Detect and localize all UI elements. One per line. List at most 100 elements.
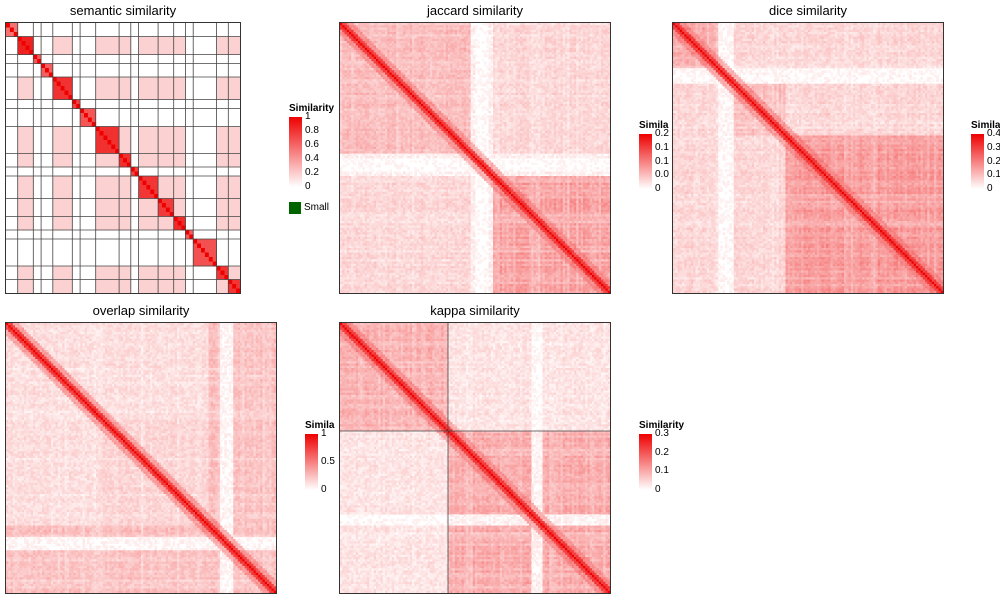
heatmap-cell	[504, 34, 507, 37]
heatmap-cell	[445, 52, 449, 55]
heatmap-cell	[95, 207, 100, 213]
heatmap-cell	[403, 88, 406, 91]
heatmap-cell	[571, 43, 575, 46]
heatmap-cell	[515, 79, 519, 82]
heatmap-cell	[565, 29, 568, 33]
heatmap-cell	[123, 279, 128, 285]
heatmap-cell	[497, 41, 501, 44]
heatmap-cell	[342, 72, 345, 76]
heatmap-cell	[508, 61, 512, 64]
heatmap-cell	[396, 25, 399, 28]
heatmap-cell	[409, 77, 413, 80]
heatmap-cell	[380, 36, 384, 40]
heatmap-cell	[373, 79, 377, 82]
heatmap-cell	[162, 90, 167, 96]
heatmap-cell	[526, 59, 530, 62]
heatmap-cell	[594, 83, 597, 87]
heatmap-cell	[504, 50, 507, 53]
heatmap-cell	[439, 52, 442, 55]
heatmap-cell	[355, 74, 359, 78]
heatmap-cell	[349, 36, 352, 40]
heatmap-cell	[385, 41, 388, 44]
heatmap-cell	[396, 88, 399, 91]
heatmap-cell	[502, 77, 505, 80]
heatmap-cell	[448, 29, 451, 33]
heatmap-cell	[443, 36, 447, 40]
heatmap-cell	[517, 27, 521, 31]
heatmap-cell	[119, 81, 124, 87]
heatmap-cell	[349, 52, 352, 55]
heatmap-cell	[344, 86, 348, 89]
heatmap-cell	[450, 50, 453, 53]
heatmap-cell	[409, 41, 413, 44]
heatmap-cell	[607, 63, 610, 67]
heatmap-cell	[463, 90, 467, 94]
heatmap-cell	[547, 23, 550, 26]
heatmap-cell	[385, 88, 388, 91]
heatmap-cell	[369, 72, 372, 76]
heatmap-cell	[558, 36, 561, 40]
heatmap-cell	[463, 83, 467, 87]
heatmap-cell	[558, 86, 561, 89]
heatmap-cell	[414, 74, 417, 78]
heatmap-cell	[107, 41, 112, 46]
heatmap-cell	[477, 68, 480, 71]
heatmap-cell	[562, 77, 566, 80]
heatmap-cell	[558, 79, 561, 82]
heatmap-cell	[445, 63, 449, 67]
heatmap-cell	[385, 36, 388, 40]
heatmap-cell	[488, 43, 492, 46]
heatmap-cell	[146, 77, 151, 82]
heatmap-cell	[544, 56, 548, 60]
heatmap-cell	[607, 83, 610, 87]
heatmap-cell	[454, 52, 458, 55]
heatmap-cell	[340, 54, 343, 58]
heatmap-cell	[430, 41, 433, 44]
heatmap-cell	[123, 221, 128, 226]
heatmap-cell	[382, 88, 386, 91]
heatmap-cell	[64, 198, 69, 204]
heatmap-cell	[583, 90, 586, 94]
heatmap-cell	[416, 34, 420, 37]
heatmap-cell	[576, 68, 579, 71]
heatmap-cell	[216, 158, 221, 163]
heatmap-cell	[580, 23, 584, 26]
heatmap-cell	[443, 43, 447, 46]
heatmap-cell	[351, 25, 354, 28]
heatmap-cell	[547, 52, 550, 55]
heatmap-cell	[60, 198, 65, 204]
heatmap-cell	[389, 45, 393, 49]
heatmap-cell	[123, 153, 128, 159]
heatmap-cell	[515, 70, 519, 73]
heatmap-cell	[376, 56, 379, 60]
heatmap-cell	[414, 65, 417, 69]
heatmap-cell	[436, 61, 440, 64]
heatmap-cell	[358, 25, 361, 28]
heatmap-cell	[103, 77, 108, 82]
heatmap-cell	[430, 52, 433, 55]
heatmap-cell	[553, 43, 557, 46]
heatmap-cell	[598, 50, 602, 53]
heatmap-cell	[369, 61, 372, 64]
heatmap-cell	[369, 63, 372, 67]
heatmap-cell	[385, 43, 388, 46]
heatmap-cell	[423, 61, 426, 64]
heatmap-cell	[358, 23, 361, 26]
heatmap-cell	[607, 86, 610, 89]
heatmap-cell	[103, 36, 108, 42]
heatmap-cell	[565, 74, 568, 78]
heatmap-cell	[351, 77, 354, 80]
heatmap-cell	[421, 83, 424, 87]
heatmap-cell	[400, 23, 404, 26]
heatmap-cell	[598, 81, 602, 85]
heatmap-cell	[439, 23, 442, 26]
heatmap-cell	[391, 45, 395, 49]
heatmap-cell	[376, 27, 379, 31]
heatmap-cell	[488, 25, 492, 28]
heatmap-cell	[138, 288, 143, 293]
heatmap-cell	[162, 216, 167, 222]
heatmap-cell	[425, 90, 429, 94]
heatmap-cell	[220, 77, 225, 82]
heatmap-cell	[432, 61, 435, 64]
heatmap-cell	[571, 68, 575, 71]
